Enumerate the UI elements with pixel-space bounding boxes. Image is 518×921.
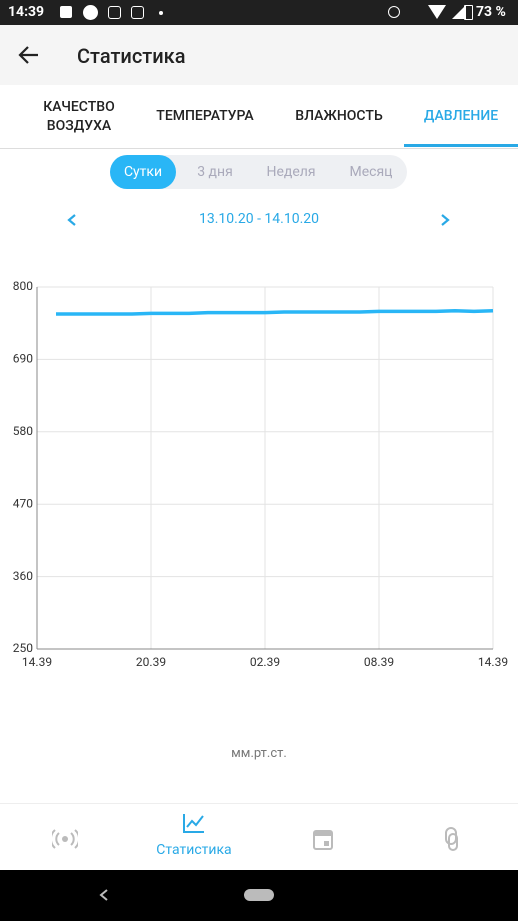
more-dot [159, 11, 163, 15]
period-option[interactable]: 3 дня [197, 164, 233, 180]
tab-bar: КАЧЕСТВО ВОЗДУХА ТЕМПЕРАТУРА ВЛАЖНОСТЬ Д… [0, 85, 518, 149]
nav-sensors[interactable] [52, 828, 78, 850]
y-tick-label: 690 [13, 352, 33, 366]
x-tick-label: 14.39 [478, 655, 508, 669]
battery-level: 73 % [476, 4, 506, 20]
y-tick-label: 800 [13, 279, 33, 293]
tab[interactable]: ДАВЛЕНИЕ [423, 108, 499, 124]
bottom-nav: Статистика [0, 803, 518, 871]
tab[interactable]: КАЧЕСТВО ВОЗДУХА [43, 98, 115, 134]
tab[interactable]: ТЕМПЕРАТУРА [156, 108, 254, 124]
next-button[interactable] [439, 213, 451, 227]
nav-calendar[interactable] [313, 828, 333, 850]
status-bar: 14:39 73 % [0, 0, 518, 25]
notification-icon [83, 5, 98, 20]
y-tick-label: 360 [13, 569, 33, 583]
back-button[interactable] [18, 44, 40, 66]
alarm-icon [388, 6, 400, 18]
notification-icon [108, 6, 121, 19]
y-tick-label: 250 [13, 641, 33, 655]
sys-back[interactable] [98, 888, 110, 902]
notification-icon [60, 6, 72, 18]
system-nav [0, 870, 518, 921]
date-range: 13.10.20 - 14.10.20 [199, 211, 319, 227]
y-tick-label: 580 [13, 424, 33, 438]
period-option[interactable]: Неделя [266, 164, 316, 180]
period-option[interactable]: Месяц [349, 164, 393, 180]
signal-icon [452, 5, 466, 19]
sys-home[interactable] [244, 889, 274, 901]
period-option[interactable]: Сутки [110, 155, 176, 189]
nav-statistics-label[interactable]: Статистика [156, 842, 232, 858]
y-tick-label: 470 [13, 496, 33, 510]
clock: 14:39 [8, 4, 45, 20]
wifi-icon [428, 5, 446, 19]
nav-statistics-icon[interactable] [182, 812, 206, 834]
tab[interactable]: ВЛАЖНОСТЬ [295, 108, 383, 124]
app-bar: Статистика [0, 25, 518, 85]
period-selector: Сутки 3 дня Неделя Месяц [110, 155, 407, 189]
data-line [56, 308, 494, 316]
battery-icon [464, 5, 473, 20]
nav-link[interactable] [444, 826, 460, 852]
x-tick-label: 14.39 [22, 655, 52, 669]
x-tick-label: 08.39 [364, 655, 394, 669]
unit-label: мм.рт.ст. [231, 746, 287, 761]
x-tick-label: 02.39 [250, 655, 280, 669]
app-title: Статистика [77, 44, 186, 68]
prev-button[interactable] [66, 213, 78, 227]
tab-indicator [404, 144, 518, 147]
x-tick-label: 20.39 [136, 655, 166, 669]
notification-icon [131, 6, 144, 19]
